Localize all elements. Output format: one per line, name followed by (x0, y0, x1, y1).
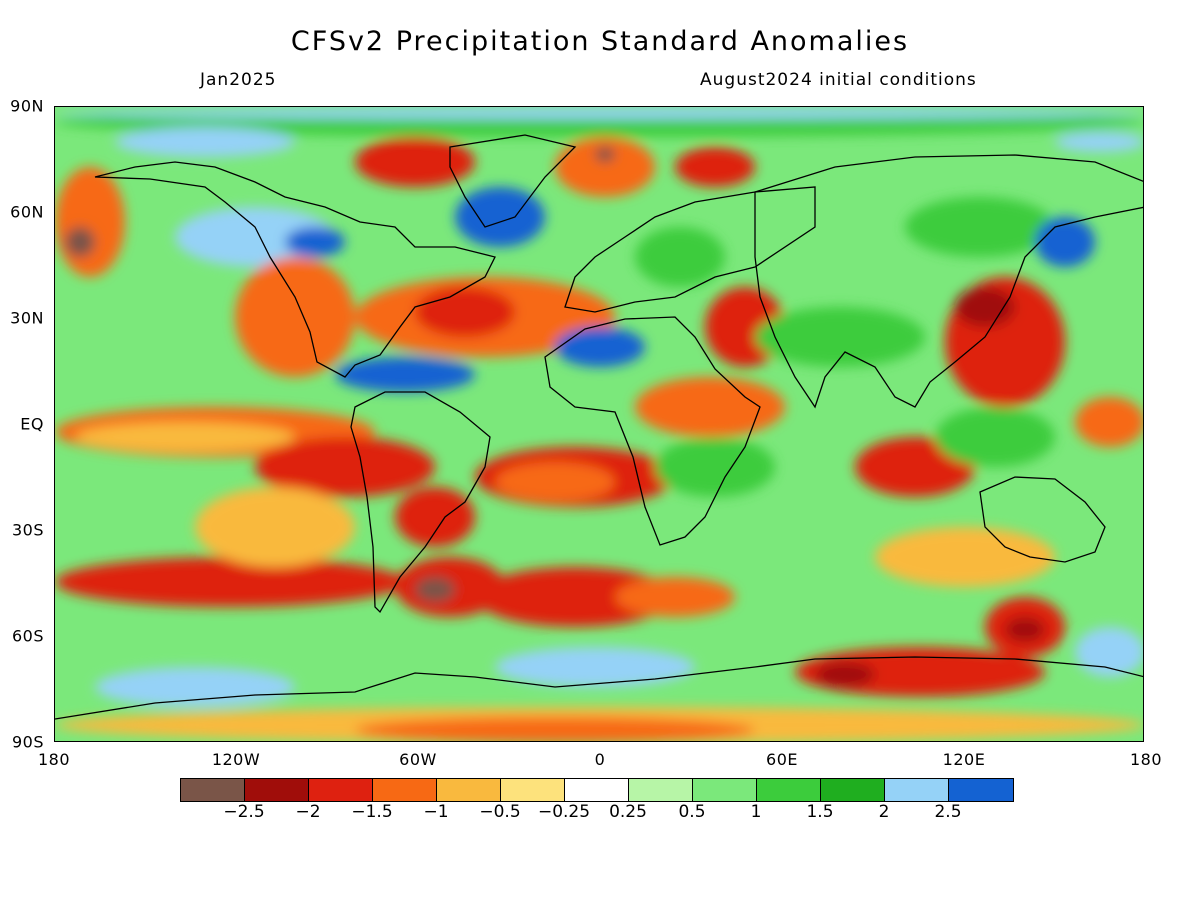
anomaly-region (1075, 397, 1144, 447)
anomaly-region (1055, 132, 1144, 152)
colorbar-label: 0.25 (609, 802, 647, 822)
colorbar-swatch (693, 779, 757, 801)
anomaly-region (655, 437, 775, 497)
anomaly-region (285, 227, 345, 257)
lat-label-30s: 30S (0, 521, 44, 540)
anomaly-region (815, 662, 875, 687)
lat-label-60s: 60S (0, 627, 44, 646)
colorbar-label: −2.5 (223, 802, 264, 822)
anomaly-map (54, 106, 1144, 742)
lon-label-60w: 60W (399, 750, 437, 769)
colorbar-swatch (629, 779, 693, 801)
anomaly-region (415, 287, 515, 337)
anomaly-region (1075, 627, 1144, 677)
lon-label-60e: 60E (766, 750, 798, 769)
colorbar-label: 2.5 (934, 802, 961, 822)
lon-label-120w: 120W (212, 750, 260, 769)
colorbar-swatch (565, 779, 629, 801)
anomaly-region (335, 357, 475, 392)
colorbar-label: 1.5 (806, 802, 833, 822)
lat-label-60n: 60N (0, 203, 44, 222)
colorbar-swatch (501, 779, 565, 801)
colorbar-label: −0.5 (479, 802, 520, 822)
lon-label-180e: 180 (1130, 750, 1162, 769)
colorbar-label: −1 (423, 802, 448, 822)
colorbar-swatch (757, 779, 821, 801)
anomaly-region (635, 377, 785, 437)
anomaly-region (1005, 617, 1045, 642)
colorbar-swatch (181, 779, 245, 801)
anomaly-region (635, 227, 725, 287)
anomaly-map-svg (55, 107, 1144, 742)
anomaly-region (395, 487, 475, 547)
anomaly-region (415, 577, 455, 602)
anomaly-region (935, 407, 1055, 467)
anomaly-region (195, 487, 355, 567)
lon-label-120e: 120E (943, 750, 986, 769)
colorbar-swatch (885, 779, 949, 801)
anomaly-region (75, 422, 295, 452)
anomaly-region (95, 667, 295, 707)
colorbar-swatch (437, 779, 501, 801)
anomaly-region (555, 327, 645, 367)
colorbar-swatch (373, 779, 437, 801)
colorbar-swatch (309, 779, 373, 801)
initial-conditions: August2024 initial conditions (700, 70, 977, 90)
colorbar-swatch (949, 779, 1013, 801)
colorbar-label: −1.5 (351, 802, 392, 822)
colorbar-label: 2 (879, 802, 890, 822)
lon-label-0: 0 (595, 750, 606, 769)
lat-label-90s: 90S (0, 733, 44, 752)
anomaly-region (495, 647, 695, 687)
colorbar-swatch (245, 779, 309, 801)
colorbar-label: 0.5 (678, 802, 705, 822)
colorbar-label: 1 (751, 802, 762, 822)
anomaly-region (55, 557, 405, 607)
lat-label-90n: 90N (0, 97, 44, 116)
anomaly-region (955, 287, 1015, 327)
anomaly-region (355, 137, 475, 187)
anomaly-region (55, 167, 125, 277)
colorbar-label: −2 (295, 802, 320, 822)
lat-label-eq: EQ (0, 415, 44, 434)
lon-label-180w: 180 (38, 750, 70, 769)
anomaly-region (65, 227, 95, 257)
anomaly-region (355, 717, 755, 742)
anomaly-region (115, 127, 295, 157)
forecast-month: Jan2025 (200, 70, 276, 90)
chart-title: CFSv2 Precipitation Standard Anomalies (0, 26, 1200, 57)
colorbar (180, 778, 1014, 802)
anomaly-region (55, 107, 1144, 119)
colorbar-swatch (821, 779, 885, 801)
anomaly-region (875, 527, 1055, 587)
anomaly-region (675, 147, 755, 187)
anomaly-region (905, 197, 1055, 257)
anomaly-region (495, 462, 615, 502)
lat-label-30n: 30N (0, 309, 44, 328)
anomaly-region (595, 147, 615, 162)
colorbar-label: −0.25 (538, 802, 590, 822)
anomaly-region (615, 577, 735, 617)
anomaly-region (235, 257, 355, 377)
